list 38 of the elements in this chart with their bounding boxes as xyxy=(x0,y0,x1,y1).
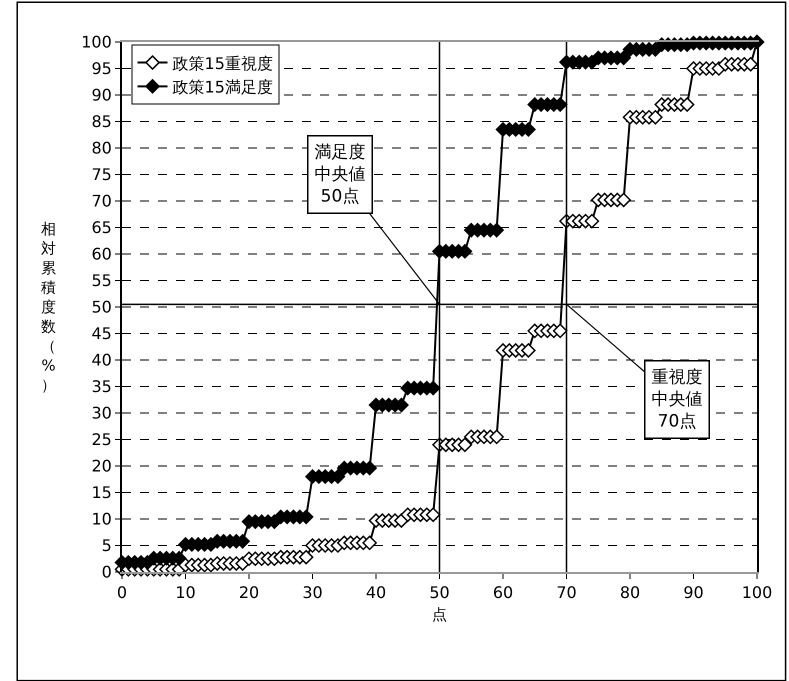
x-tick-label: 30 xyxy=(302,583,323,602)
x-tick-label: 50 xyxy=(429,583,450,602)
annotation: 満足度中央値50点 xyxy=(314,142,366,207)
x-tick-label: 60 xyxy=(492,583,514,602)
y-tick-label: 45 xyxy=(91,324,112,344)
x-tick-label: 90 xyxy=(683,583,704,602)
y-tick-label: 65 xyxy=(91,218,112,238)
y-tick-label: 20 xyxy=(91,456,112,476)
x-tick-label: 80 xyxy=(620,583,640,602)
y-tick-label: 70 xyxy=(91,192,112,211)
x-tick-label: 100 xyxy=(742,583,772,602)
x-tick-label: 20 xyxy=(238,583,260,602)
y-tick-label: 75 xyxy=(91,165,112,184)
legend-label: 政策15重視度 xyxy=(172,54,273,73)
y-tick-label: 0 xyxy=(102,562,112,582)
y-tick-label: 90 xyxy=(91,86,112,105)
y-tick-label: 85 xyxy=(91,112,112,132)
legend-label: 政策15満足度 xyxy=(172,78,273,97)
y-tick-label: 60 xyxy=(91,244,112,264)
x-axis-title: 点 xyxy=(432,606,447,624)
y-tick-label: 50 xyxy=(91,298,112,317)
y-tick-label: 100 xyxy=(81,32,112,52)
x-tick-label: 70 xyxy=(556,583,577,602)
y-tick-label: 95 xyxy=(91,59,112,78)
y-tick-label: 35 xyxy=(91,377,112,396)
y-tick-label: 30 xyxy=(91,404,112,423)
y-tick-label: 10 xyxy=(91,510,112,529)
y-tick-label: 15 xyxy=(91,483,112,502)
y-tick-label: 5 xyxy=(102,536,112,556)
text: 相対累積度数（%） xyxy=(41,220,56,394)
y-tick-label: 25 xyxy=(91,430,112,450)
y-tick-label: 80 xyxy=(91,138,112,158)
y-tick-label: 40 xyxy=(91,350,112,370)
x-tick-label: 40 xyxy=(366,583,386,602)
x-tick-label: 0 xyxy=(116,583,128,602)
x-tick-label: 10 xyxy=(175,583,196,602)
annotation: 重視度中央値70点 xyxy=(652,368,702,432)
y-tick-label: 55 xyxy=(91,271,112,290)
